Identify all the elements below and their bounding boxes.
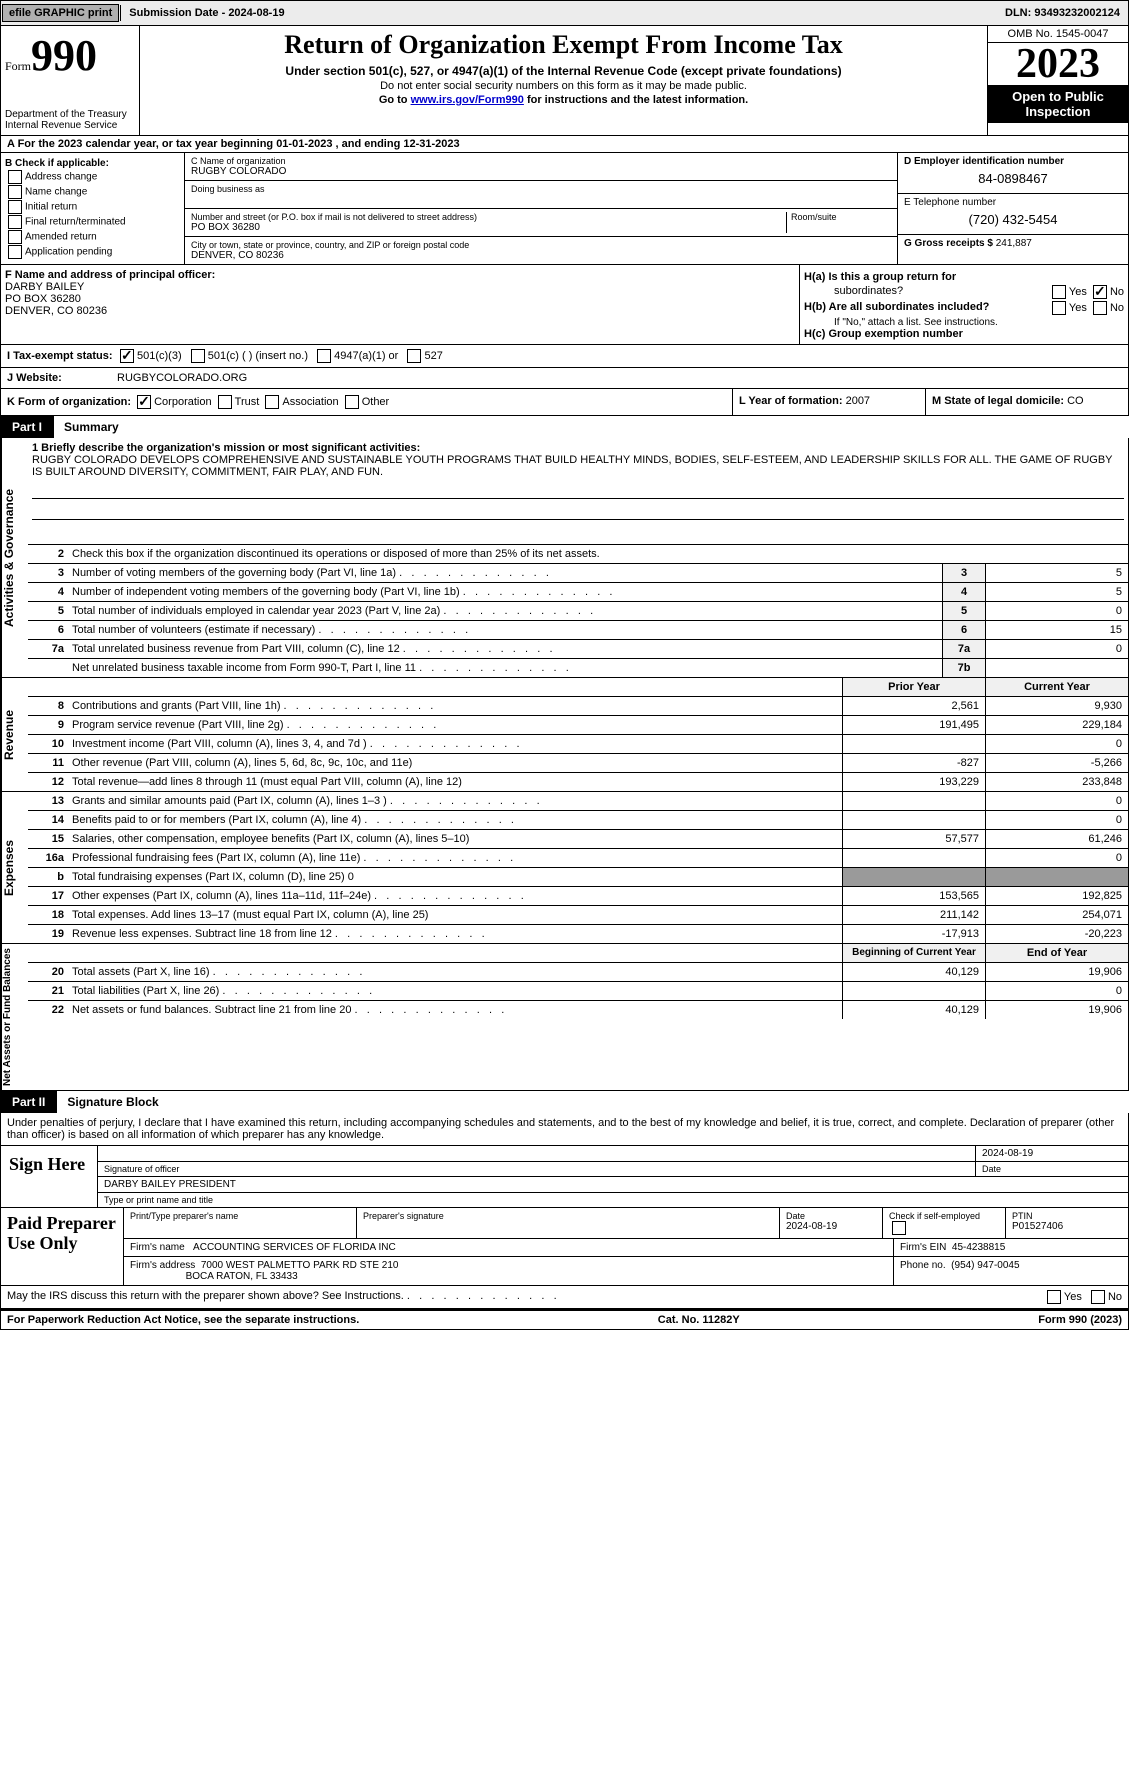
city-label: City or town, state or province, country…: [191, 240, 891, 250]
officer-street: PO BOX 36280: [5, 293, 795, 305]
line6-val: 15: [985, 621, 1128, 639]
dln-label: DLN: 93493232002124: [1005, 7, 1128, 19]
website-value: RUGBYCOLORADO.ORG: [117, 372, 247, 384]
sign-here-label: Sign Here: [1, 1146, 98, 1207]
street-label: Number and street (or P.O. box if mail i…: [191, 212, 782, 222]
form-note1: Do not enter social security numbers on …: [144, 80, 983, 92]
gross-label: G Gross receipts $: [904, 238, 993, 249]
chk-501c[interactable]: [191, 349, 205, 363]
officer-signature-name: DARBY BAILEY PRESIDENT: [98, 1177, 1128, 1192]
irs-label: Internal Revenue Service: [5, 120, 135, 131]
col-b-header: B Check if applicable:: [5, 158, 180, 169]
hb-yes[interactable]: [1052, 301, 1066, 315]
line7b-val: [985, 659, 1128, 677]
tax-year: 2023: [988, 43, 1128, 85]
tab-expenses: Expenses: [1, 792, 28, 943]
firm-name: ACCOUNTING SERVICES OF FLORIDA INC: [193, 1242, 396, 1253]
dept-label: Department of the Treasury: [5, 109, 135, 120]
line3-val: 5: [985, 564, 1128, 582]
org-name-label: C Name of organization: [191, 156, 891, 166]
ein-value: 84-0898467: [904, 167, 1122, 190]
part1-title: Summary: [54, 416, 1129, 438]
chk-self-employed[interactable]: [892, 1221, 906, 1235]
irs-link[interactable]: www.irs.gov/Form990: [411, 94, 524, 106]
chk-final-return[interactable]: [8, 215, 22, 229]
website-label: J Website:: [7, 372, 117, 384]
row-a-period: A For the 2023 calendar year, or tax yea…: [0, 136, 1129, 153]
footer-catno: Cat. No. 11282Y: [658, 1314, 740, 1326]
street-value: PO BOX 36280: [191, 222, 782, 233]
part2-num: Part II: [0, 1091, 57, 1113]
tel-label: E Telephone number: [904, 197, 1122, 208]
officer-name: DARBY BAILEY: [5, 281, 795, 293]
ha-no[interactable]: [1093, 285, 1107, 299]
gross-value: 241,887: [996, 238, 1032, 249]
discuss-no[interactable]: [1091, 1290, 1105, 1304]
chk-name-change[interactable]: [8, 185, 22, 199]
chk-corp[interactable]: [137, 395, 151, 409]
footer-formid: Form 990 (2023): [1038, 1314, 1122, 1326]
form-subtitle: Under section 501(c), 527, or 4947(a)(1)…: [144, 64, 983, 78]
paid-preparer-label: Paid Preparer Use Only: [1, 1208, 124, 1285]
line8-curr: 9,930: [985, 697, 1128, 715]
form-number: 990: [31, 31, 97, 80]
officer-city: DENVER, CO 80236: [5, 305, 795, 317]
dba-label: Doing business as: [191, 184, 891, 194]
submission-date: Submission Date - 2024-08-19: [120, 5, 292, 21]
chk-4947[interactable]: [317, 349, 331, 363]
tel-value: (720) 432-5454: [904, 208, 1122, 231]
chk-other[interactable]: [345, 395, 359, 409]
line7a-val: 0: [985, 640, 1128, 658]
form-note2: Go to www.irs.gov/Form990 for instructio…: [144, 94, 983, 106]
form-label: Form: [5, 59, 31, 73]
line8-prior: 2,561: [842, 697, 985, 715]
part1-num: Part I: [0, 416, 54, 438]
line5-val: 0: [985, 602, 1128, 620]
efile-print-button[interactable]: efile GRAPHIC print: [2, 4, 119, 22]
ha-yes[interactable]: [1052, 285, 1066, 299]
chk-trust[interactable]: [218, 395, 232, 409]
irs-discuss-text: May the IRS discuss this return with the…: [7, 1290, 557, 1304]
chk-initial-return[interactable]: [8, 200, 22, 214]
ein-label: D Employer identification number: [904, 156, 1122, 167]
hb-no[interactable]: [1093, 301, 1107, 315]
part2-title: Signature Block: [57, 1091, 1129, 1113]
discuss-yes[interactable]: [1047, 1290, 1061, 1304]
chk-app-pending[interactable]: [8, 245, 22, 259]
mission-text: RUGBY COLORADO DEVELOPS COMPREHENSIVE AN…: [32, 454, 1124, 478]
signature-intro: Under penalties of perjury, I declare th…: [0, 1113, 1129, 1146]
tab-activities: Activities & Governance: [1, 438, 28, 677]
tab-net-assets: Net Assets or Fund Balances: [1, 944, 28, 1090]
chk-address-change[interactable]: [8, 170, 22, 184]
footer-paperwork: For Paperwork Reduction Act Notice, see …: [7, 1314, 359, 1326]
tax-exempt-label: I Tax-exempt status:: [7, 350, 117, 362]
chk-527[interactable]: [407, 349, 421, 363]
tab-revenue: Revenue: [1, 678, 28, 791]
chk-amended-return[interactable]: [8, 230, 22, 244]
line4-val: 5: [985, 583, 1128, 601]
room-label: Room/suite: [791, 212, 891, 222]
chk-assoc[interactable]: [265, 395, 279, 409]
chk-501c3[interactable]: [120, 349, 134, 363]
officer-label: F Name and address of principal officer:: [5, 269, 215, 281]
org-name: RUGBY COLORADO: [191, 166, 891, 177]
open-inspection: Open to Public Inspection: [988, 85, 1128, 123]
form-title: Return of Organization Exempt From Incom…: [144, 30, 983, 60]
city-value: DENVER, CO 80236: [191, 250, 891, 261]
